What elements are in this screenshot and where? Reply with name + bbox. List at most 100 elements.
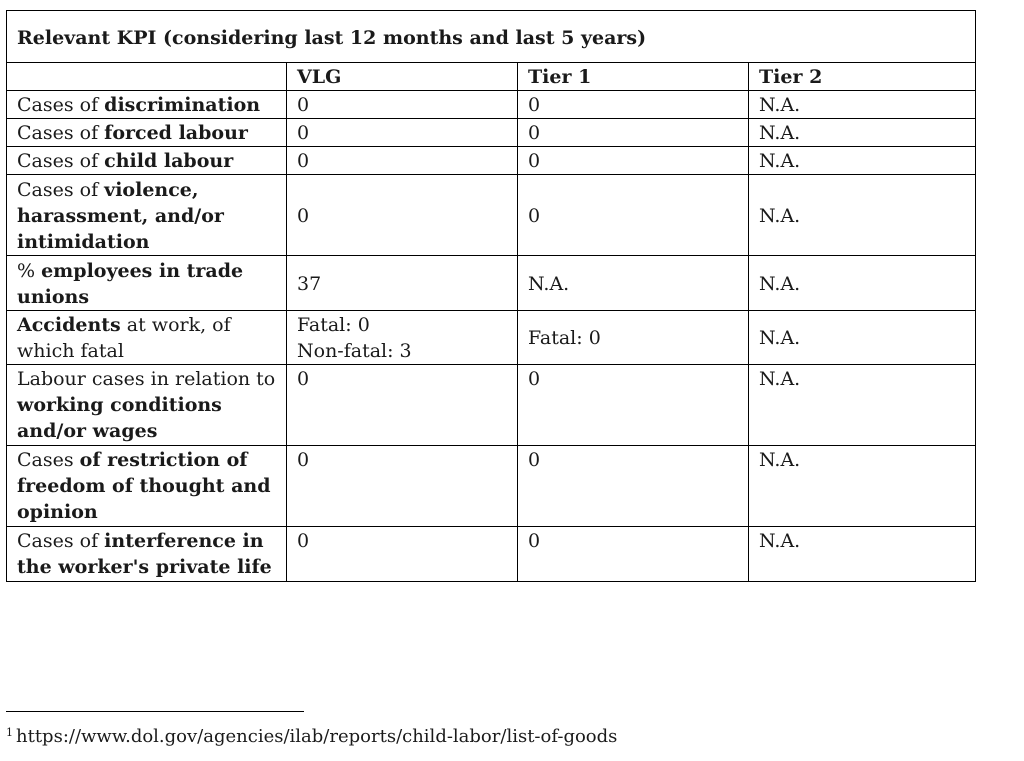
vlg-value: 0 [286, 526, 518, 582]
kpi-label: Cases of restriction of freedom of thoug… [6, 445, 287, 527]
tier-1-value-line: 0 [528, 122, 541, 144]
tier-2-value-line: N.A. [759, 122, 801, 144]
tier-1-value-line: N.A. [528, 272, 570, 295]
vlg-value: 0 [286, 146, 518, 175]
kpi-label-text: Cases [17, 449, 80, 471]
tier-2-value-line: N.A. [759, 204, 801, 227]
kpi-label: Cases of child labour [6, 146, 287, 175]
vlg-value: 0 [286, 174, 518, 256]
tier-1-value-line: 0 [528, 150, 541, 172]
kpi-label-text: Cases of [17, 178, 105, 201]
tier-2-value: N.A. [747, 90, 977, 119]
tier-2-value: N.A. [747, 445, 977, 527]
vlg-value: 37 [286, 255, 518, 311]
tier-1-value: N.A. [517, 255, 749, 311]
table-row: Cases of forced labour 0 0 N.A. [6, 118, 977, 147]
tier-1-value-line: 0 [528, 204, 541, 227]
kpi-label-bold: employees in trade unions [17, 259, 244, 308]
tier-2-value-line: N.A. [759, 530, 801, 552]
vlg-value: 0 [286, 445, 518, 527]
table-row: Cases of discrimination 0 0 N.A. [6, 90, 977, 119]
kpi-label: Cases of interference in the worker's pr… [6, 526, 287, 582]
kpi-label: Cases of violence, harassment, and/or in… [6, 174, 287, 256]
kpi-label-bold: of restriction of freedom of thought and… [17, 449, 271, 523]
tier-2-value-line: N.A. [759, 94, 801, 116]
table-row: % employees in trade unions 37 N.A. N.A. [6, 255, 977, 311]
tier-1-value: 0 [517, 118, 749, 147]
tier-1-value: 0 [517, 90, 749, 119]
vlg-value-line: Non-fatal: 3 [297, 340, 412, 362]
kpi-label-bold: forced labour [104, 122, 248, 144]
kpi-label-bold: discrimination [104, 94, 261, 116]
kpi-label-bold: Accidents [17, 314, 121, 336]
tier-1-value: 0 [517, 526, 749, 582]
vlg-value: 0 [286, 118, 518, 147]
vlg-value-line: Fatal: 0 [297, 314, 370, 336]
tier-2-value-line: N.A. [759, 150, 801, 172]
tier-2-value: N.A. [747, 364, 977, 446]
footnote-link-text: https://www.dol.gov/agencies/ilab/report… [16, 726, 618, 747]
kpi-label-text: at work, of which fatal [17, 314, 231, 362]
kpi-label-bold: violence, harassment, and/or intimidatio… [17, 178, 224, 253]
tier-2-value-line: N.A. [759, 272, 801, 295]
kpi-table: Relevant KPI (considering last 12 months… [5, 10, 977, 582]
kpi-label: Cases of discrimination [6, 90, 287, 119]
kpi-label: Labour cases in relation to working cond… [6, 364, 287, 446]
kpi-label-bold: child labour [104, 150, 234, 172]
tier-2-value-line: N.A. [759, 327, 801, 349]
tier-1-value: 0 [517, 174, 749, 256]
kpi-label-bold: interference in the worker's private lif… [17, 530, 272, 578]
kpi-label-text: Cases of [17, 530, 105, 552]
table-row: Labour cases in relation to working cond… [6, 364, 977, 446]
footnote-marker: 1 [6, 726, 13, 739]
tier-1-value: 0 [517, 364, 749, 446]
tier-1-value: Fatal: 0 [517, 310, 749, 365]
tier-2-value: N.A. [747, 526, 977, 582]
tier-1-value-line: Fatal: 0 [528, 327, 601, 349]
column-header-vlg: VLG [286, 62, 518, 91]
tier-2-value: N.A. [747, 146, 977, 175]
tier-2-value: N.A. [747, 118, 977, 147]
vlg-value: Fatal: 0 Non-fatal: 3 [286, 310, 518, 365]
tier-2-value-line: N.A. [759, 449, 801, 471]
vlg-value: 0 [286, 364, 518, 446]
table-row: Cases of interference in the worker's pr… [6, 526, 977, 582]
tier-1-value: 0 [517, 445, 749, 527]
kpi-label-bold: working conditions and/or wages [17, 394, 222, 442]
vlg-value-line: 0 [297, 449, 310, 471]
table-row: Accidents at work, of which fatal Fatal: … [6, 310, 977, 365]
tier-1-value: 0 [517, 146, 749, 175]
vlg-value-line: 0 [297, 122, 310, 144]
kpi-label-text: Cases of [17, 94, 105, 116]
tier-2-value: N.A. [747, 255, 977, 311]
kpi-label-text: % [17, 259, 42, 282]
tier-1-value-line: 0 [528, 530, 541, 552]
table-row: Cases of violence, harassment, and/or in… [6, 174, 977, 256]
vlg-value-line: 0 [297, 94, 310, 116]
table-row: Cases of child labour 0 0 N.A. [6, 146, 977, 175]
tier-2-value: N.A. [747, 174, 977, 256]
column-header-tier-2: Tier 2 [747, 62, 977, 91]
vlg-value-line: 0 [297, 150, 310, 172]
kpi-label: % employees in trade unions [6, 255, 287, 311]
tier-2-value: N.A. [747, 310, 977, 365]
table-title: Relevant KPI (considering last 12 months… [5, 10, 977, 63]
tier-2-value-line: N.A. [759, 368, 801, 390]
vlg-value-line: 0 [297, 368, 310, 390]
vlg-value: 0 [286, 90, 518, 119]
tier-1-value-line: 0 [528, 449, 541, 471]
vlg-value-line: 37 [297, 272, 322, 295]
kpi-label-text: Labour cases in relation to [17, 368, 276, 390]
vlg-value-line: 0 [297, 530, 310, 552]
column-header-tier-1: Tier 1 [517, 62, 749, 91]
kpi-label: Cases of forced labour [6, 118, 287, 147]
table-row: Cases of restriction of freedom of thoug… [6, 445, 977, 527]
kpi-label-text: Cases of [17, 150, 105, 172]
kpi-label: Accidents at work, of which fatal [6, 310, 287, 365]
vlg-value-line: 0 [297, 204, 310, 227]
column-header-empty [6, 62, 287, 91]
kpi-table-body: Cases of discrimination 0 0 N.A. Cases of fo… [6, 90, 977, 582]
tier-1-value-line: 0 [528, 94, 541, 116]
footnote-separator [6, 711, 304, 712]
footnote: 1 https://www.dol.gov/agencies/ilab/repor… [6, 726, 617, 747]
